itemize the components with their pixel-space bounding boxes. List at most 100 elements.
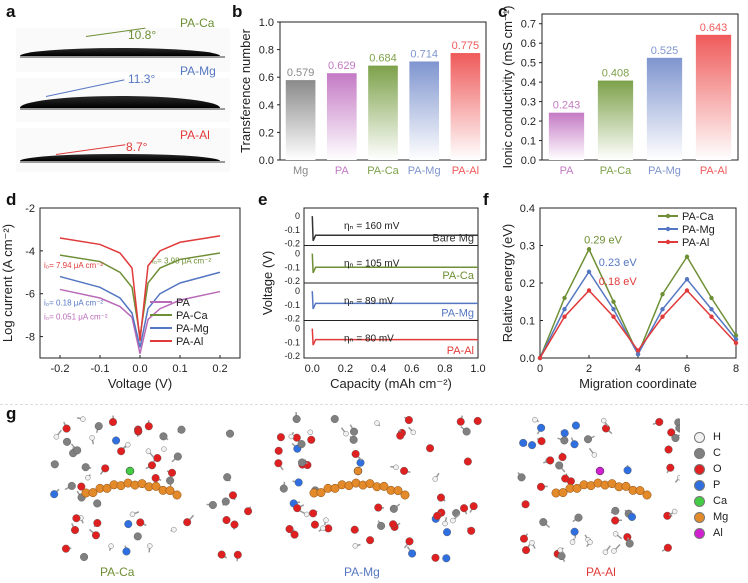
legend-label: H <box>713 431 721 443</box>
legend-item-h: H <box>694 429 744 445</box>
data-point <box>709 307 713 311</box>
atom-o <box>275 459 283 467</box>
atom-c <box>223 473 231 481</box>
atom-o <box>665 446 673 454</box>
legend-label: Mg <box>713 511 728 523</box>
atom-o <box>522 546 530 554</box>
y-tick-label: 0.8 <box>259 45 274 57</box>
atom-o <box>117 447 125 455</box>
chart-transference-number: 0.00.20.40.60.81.00.579Mg0.629PA0.684PA-… <box>232 0 494 192</box>
y-tick-label: 0.1 <box>521 136 536 148</box>
y-tick-label: 0.0 <box>259 155 274 167</box>
x-tick-label: PA-Al <box>700 165 727 177</box>
bar-value-label: 0.579 <box>287 67 315 79</box>
panel-a: 10.8° PA-Ca 11.3° PA-Mg 8.7° PA-Al <box>16 28 230 168</box>
atom-h <box>433 477 438 482</box>
atom-o <box>474 417 482 425</box>
exchange-current-label: i₀= 0.051 μA cm⁻² <box>44 312 108 321</box>
y-tick-label: 0.3 <box>521 97 536 109</box>
atom-o <box>134 427 142 435</box>
bar-mg <box>286 80 316 160</box>
bar-value-label: 0.629 <box>328 60 356 72</box>
bar-value-label: 0.775 <box>452 40 480 52</box>
y-tick-label: 0.4 <box>520 203 535 215</box>
atom-swatch <box>694 496 705 507</box>
atom-c <box>293 415 301 423</box>
exchange-current-label: i₀= 3.98 μA cm⁻² <box>152 257 211 266</box>
barrier-label: 0.23 eV <box>599 257 638 269</box>
atom-o <box>559 453 567 461</box>
atom-h <box>147 543 152 548</box>
atom-p <box>628 513 636 521</box>
bar-value-label: 0.408 <box>602 68 630 80</box>
y-tick-label: -0.2 <box>284 351 300 361</box>
y-axis-label: Voltage (V) <box>260 251 275 315</box>
data-point <box>636 352 640 356</box>
atom-c <box>178 426 186 434</box>
x-tick-label: 0.8 <box>437 363 452 375</box>
atom-o <box>309 510 317 518</box>
atom-h <box>80 417 85 422</box>
atom-p <box>519 439 527 447</box>
data-point <box>587 288 591 292</box>
atom-o <box>244 507 252 515</box>
x-tick-label: 0.0 <box>305 363 320 375</box>
atom-c <box>672 434 680 442</box>
x-tick-label: 0.6 <box>404 363 419 375</box>
y-tick-label: -0.1 <box>284 225 300 235</box>
bar-pa <box>549 113 584 160</box>
legend-label: PA-Mg <box>682 224 715 236</box>
atom-c <box>331 415 339 423</box>
y-tick-label: -0.2 <box>284 314 300 324</box>
x-tick-label: 0.2 <box>212 363 227 375</box>
atom-c <box>280 485 288 493</box>
atom-o <box>291 531 299 539</box>
atom-h <box>443 521 448 526</box>
y-axis-label: Transference number <box>238 28 253 152</box>
sample-label-al: PA-Al <box>180 128 210 142</box>
atom-o <box>275 447 283 455</box>
atom-o <box>218 551 226 559</box>
atom-c <box>377 522 385 530</box>
bar-pa-ca <box>598 81 633 160</box>
data-point <box>660 292 664 296</box>
atom-h <box>601 418 606 423</box>
dopant-atom <box>596 467 604 475</box>
voltage-curve <box>312 291 478 309</box>
x-tick-label: -0.1 <box>91 363 110 375</box>
atom-h <box>308 430 313 435</box>
atom-c <box>350 428 358 436</box>
atom-o <box>152 474 160 482</box>
legend-item-mg: Mg <box>694 509 744 525</box>
atom-c <box>95 422 103 430</box>
atom-o <box>457 418 465 426</box>
y-axis-label: Log current (A cm⁻²) <box>0 224 15 342</box>
atom-p <box>571 440 579 448</box>
atom-p <box>572 422 580 430</box>
y-tick-label: -2 <box>25 203 35 215</box>
y-tick-label: -0.1 <box>284 300 300 310</box>
atom-o <box>663 512 671 520</box>
atom-o <box>366 536 374 544</box>
exchange-current-label: i₀= 0.18 μA cm⁻² <box>44 299 103 308</box>
atom-o <box>426 444 434 452</box>
atom-o <box>234 551 242 559</box>
atom-o <box>655 418 663 426</box>
x-tick-label: PA <box>560 165 575 177</box>
y-tick-label: 1.0 <box>259 17 274 29</box>
x-tick-label: PA <box>335 165 350 177</box>
atom-h <box>54 434 59 439</box>
subplot-label: PA-Mg <box>441 308 474 320</box>
atom-o <box>664 544 672 552</box>
atom-swatch <box>694 480 705 491</box>
legend-item-o: O <box>694 461 744 477</box>
bar-value-label: 0.714 <box>410 48 438 60</box>
atom-o <box>352 450 360 458</box>
y-tick-label: 0.2 <box>520 278 535 290</box>
overpotential-label: ηₙ = 105 mV <box>344 258 400 269</box>
atom-o <box>433 512 441 520</box>
atom-c <box>82 463 90 471</box>
atom-o <box>400 467 408 475</box>
legend-item-ca: Ca <box>694 493 744 509</box>
atom-c <box>73 447 81 455</box>
